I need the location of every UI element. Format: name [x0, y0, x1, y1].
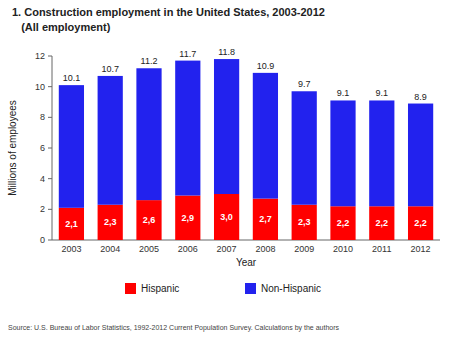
data-labels: 2,1 2,3 2,6 2,9 3,0 2,7 2,3 2,2 2,2 2,2 10.1 10.7 11…	[63, 47, 427, 229]
y-tick-label: 6	[40, 143, 45, 153]
bar	[136, 200, 161, 240]
bar	[253, 73, 278, 199]
data-label: 3,0	[220, 212, 233, 222]
y-tick	[48, 148, 52, 149]
x-tick-label: 2003	[61, 244, 81, 254]
x-tick-label: 2011	[372, 244, 391, 254]
bar	[369, 206, 394, 240]
y-tick	[48, 240, 52, 241]
total-label: 10.7	[101, 64, 119, 74]
x-tick-label: 2008	[255, 244, 275, 254]
bar	[175, 61, 200, 196]
total-label: 11.2	[141, 56, 158, 66]
y-tick	[48, 56, 52, 57]
total-label: 11.7	[179, 49, 196, 59]
bar	[292, 91, 317, 204]
data-label: 2,2	[414, 218, 427, 228]
bar	[214, 59, 239, 194]
bar	[214, 194, 239, 240]
bar	[136, 68, 161, 200]
x-tick-label: 2010	[333, 244, 353, 254]
axes: 0 2 4 6 8 10 12 2003 2004 2005 2006 2007 2008 2009 201…	[35, 51, 440, 254]
total-label: 9.1	[337, 88, 350, 98]
bar	[98, 76, 123, 205]
y-axis-line	[52, 56, 53, 240]
total-label: 8.9	[414, 92, 427, 102]
total-label: 9.7	[298, 79, 311, 89]
bar	[59, 208, 84, 240]
data-label: 2,3	[298, 217, 311, 227]
data-label: 2,6	[143, 215, 156, 225]
legend-label: Hispanic	[141, 283, 179, 294]
bar	[98, 205, 123, 240]
data-label: 2,2	[337, 218, 350, 228]
data-label: 2,9	[182, 213, 195, 223]
x-tick-label: 2009	[294, 244, 314, 254]
total-label: 10.9	[257, 61, 275, 71]
y-tick-label: 4	[40, 174, 45, 184]
bar	[369, 100, 394, 206]
y-tick-label: 12	[35, 51, 45, 61]
data-label: 2,2	[376, 218, 389, 228]
data-label: 2,7	[259, 214, 272, 224]
legend: Hispanic Non-Hispanic	[125, 283, 321, 294]
bar	[292, 205, 317, 240]
y-tick-label: 0	[40, 235, 45, 245]
data-label: 2,1	[65, 219, 78, 229]
legend-swatch	[245, 283, 256, 294]
bar	[175, 196, 200, 240]
total-label: 11.8	[218, 47, 235, 57]
total-label: 10.1	[63, 73, 81, 83]
y-tick-label: 2	[40, 204, 45, 214]
bar	[59, 85, 84, 208]
source: Source: U.S. Bureau of Labor Statistics,…	[8, 324, 339, 332]
y-tick	[48, 86, 52, 87]
subtitle: (All employment)	[12, 21, 111, 33]
x-tick-label: 2012	[411, 244, 431, 254]
legend-swatch	[125, 283, 136, 294]
x-tick-label: 2004	[100, 244, 120, 254]
x-axis-label: Year	[236, 257, 257, 268]
legend-label: Non-Hispanic	[261, 283, 321, 294]
total-label: 9.1	[376, 88, 389, 98]
bars	[59, 59, 433, 240]
bar	[253, 199, 278, 240]
x-tick-label: 2007	[217, 244, 237, 254]
bar	[408, 104, 433, 207]
x-tick-label: 2006	[178, 244, 198, 254]
title: 1. Construction employment in the United…	[12, 6, 325, 18]
y-tick	[48, 209, 52, 210]
y-tick	[48, 178, 52, 179]
bar	[408, 206, 433, 240]
x-tick-label: 2005	[139, 244, 159, 254]
bar	[330, 206, 355, 240]
y-tick-label: 10	[35, 82, 45, 92]
y-tick-label: 8	[40, 112, 45, 122]
y-axis-label: Millions of employees	[7, 100, 18, 196]
chart: 1. Construction employment in the United…	[0, 0, 450, 338]
bar	[330, 100, 355, 206]
y-tick	[48, 117, 52, 118]
data-label: 2,3	[104, 217, 117, 227]
